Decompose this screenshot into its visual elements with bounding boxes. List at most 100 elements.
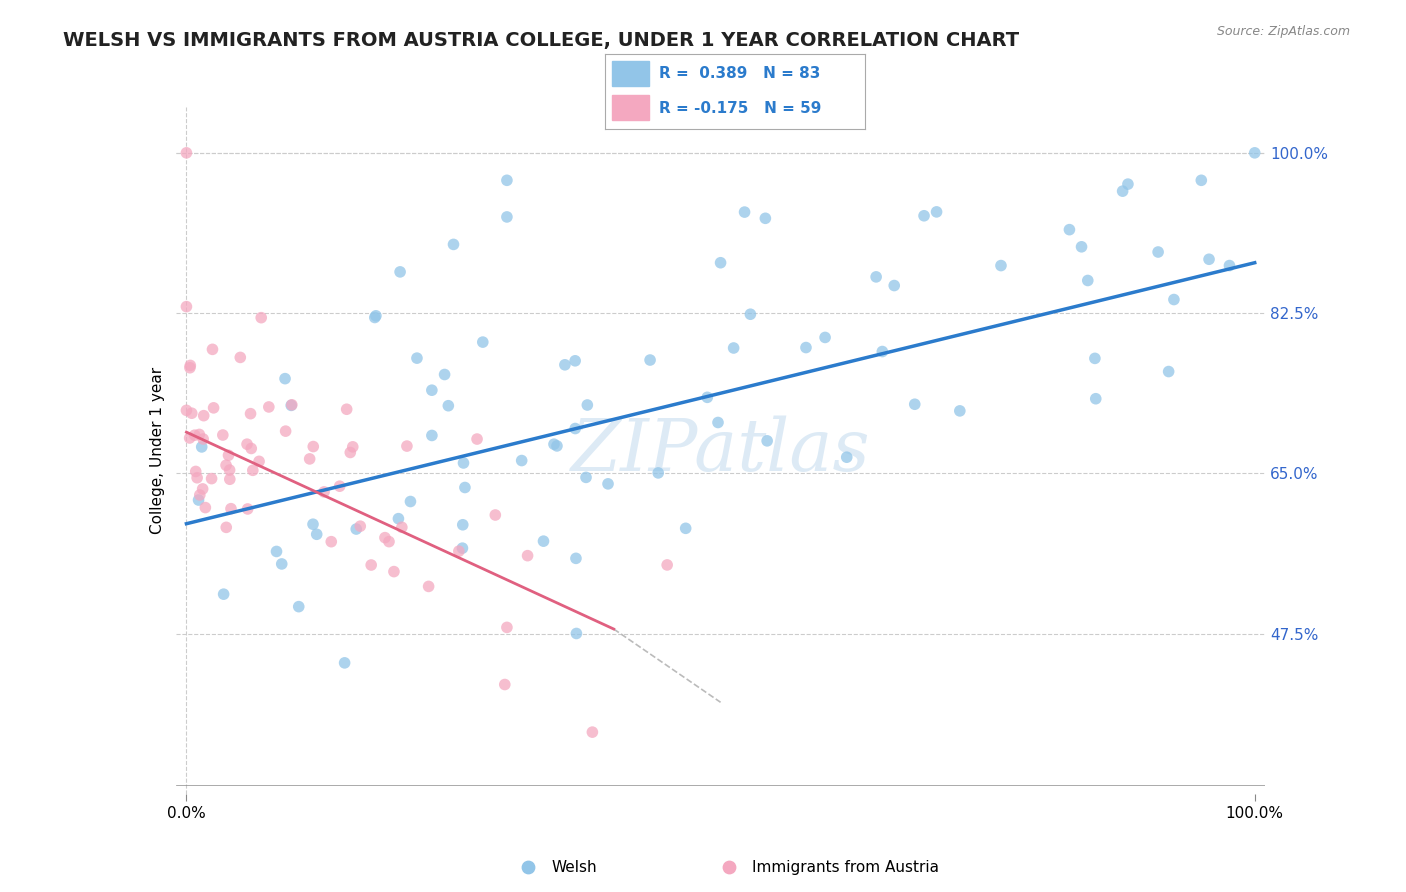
Point [344, 522, 367, 536]
Point [193, 409, 215, 423]
Point [451, 541, 474, 556]
Point [187, 493, 209, 508]
Point [443, 237, 465, 252]
Point [1157, 365, 1180, 379]
Point [336, 402, 359, 417]
Text: Source: ZipAtlas.com: Source: ZipAtlas.com [1216, 25, 1350, 38]
Point [342, 440, 364, 454]
Point [1147, 245, 1170, 260]
Point [274, 371, 297, 385]
Point [576, 398, 599, 412]
Point [247, 454, 270, 468]
Point [543, 437, 565, 451]
Point [564, 353, 586, 368]
Point [496, 620, 519, 634]
Point [420, 383, 443, 397]
Point [179, 359, 201, 373]
Point [418, 579, 440, 593]
Point [865, 269, 887, 284]
Point [581, 725, 603, 739]
Point [1111, 184, 1133, 198]
Point [280, 398, 302, 412]
Point [1218, 259, 1240, 273]
Point [794, 341, 817, 355]
Point [183, 428, 205, 442]
Point [188, 488, 211, 502]
Point [484, 508, 506, 522]
Point [180, 406, 202, 420]
Point [517, 860, 540, 874]
Point [447, 544, 470, 558]
Point [339, 445, 361, 459]
Point [240, 442, 263, 456]
Point [193, 432, 215, 446]
Point [717, 860, 740, 874]
Point [302, 517, 325, 532]
Point [1077, 273, 1099, 287]
Point [200, 472, 222, 486]
Point [270, 557, 292, 571]
Text: Immigrants from Austria: Immigrants from Austria [752, 860, 939, 875]
Point [675, 521, 697, 535]
Point [266, 544, 288, 558]
Point [250, 310, 273, 325]
Point [395, 439, 418, 453]
Point [236, 502, 259, 516]
Point [1198, 252, 1220, 267]
Point [565, 551, 588, 566]
Point [305, 527, 328, 541]
Point [257, 400, 280, 414]
Point [176, 300, 198, 314]
Text: R = -0.175   N = 59: R = -0.175 N = 59 [659, 101, 821, 116]
Point [329, 479, 352, 493]
Point [360, 558, 382, 572]
Point [453, 456, 475, 470]
Point [451, 517, 474, 532]
Point [1243, 145, 1265, 160]
Point [437, 399, 460, 413]
Point [1116, 177, 1139, 191]
Point [904, 397, 927, 411]
Point [219, 501, 242, 516]
Point [387, 511, 409, 525]
Point [218, 463, 240, 477]
Point [516, 549, 538, 563]
Point [364, 310, 387, 325]
Point [349, 519, 371, 533]
Point [554, 358, 576, 372]
Point [756, 434, 779, 448]
Point [949, 404, 972, 418]
Point [883, 278, 905, 293]
Point [872, 344, 894, 359]
Point [496, 210, 519, 224]
Point [194, 500, 217, 515]
Point [575, 470, 598, 484]
Point [546, 439, 568, 453]
Text: Welsh: Welsh [551, 860, 598, 875]
Point [176, 145, 198, 160]
Point [1084, 392, 1107, 406]
Point [1070, 240, 1092, 254]
Point [212, 587, 235, 601]
Point [596, 476, 619, 491]
Point [215, 520, 238, 534]
Point [211, 428, 233, 442]
Point [191, 482, 214, 496]
Point [565, 626, 588, 640]
Point [814, 330, 837, 344]
Point [696, 390, 718, 404]
Point [188, 427, 211, 442]
Point [510, 453, 533, 467]
Point [391, 520, 413, 534]
Point [201, 343, 224, 357]
Point [399, 494, 422, 508]
Point [1084, 351, 1107, 366]
Point [454, 481, 477, 495]
Point [710, 256, 733, 270]
Point [471, 335, 494, 350]
FancyBboxPatch shape [613, 62, 648, 87]
Point [190, 440, 212, 454]
Point [406, 351, 429, 366]
Point [229, 351, 252, 365]
Point [218, 472, 240, 486]
